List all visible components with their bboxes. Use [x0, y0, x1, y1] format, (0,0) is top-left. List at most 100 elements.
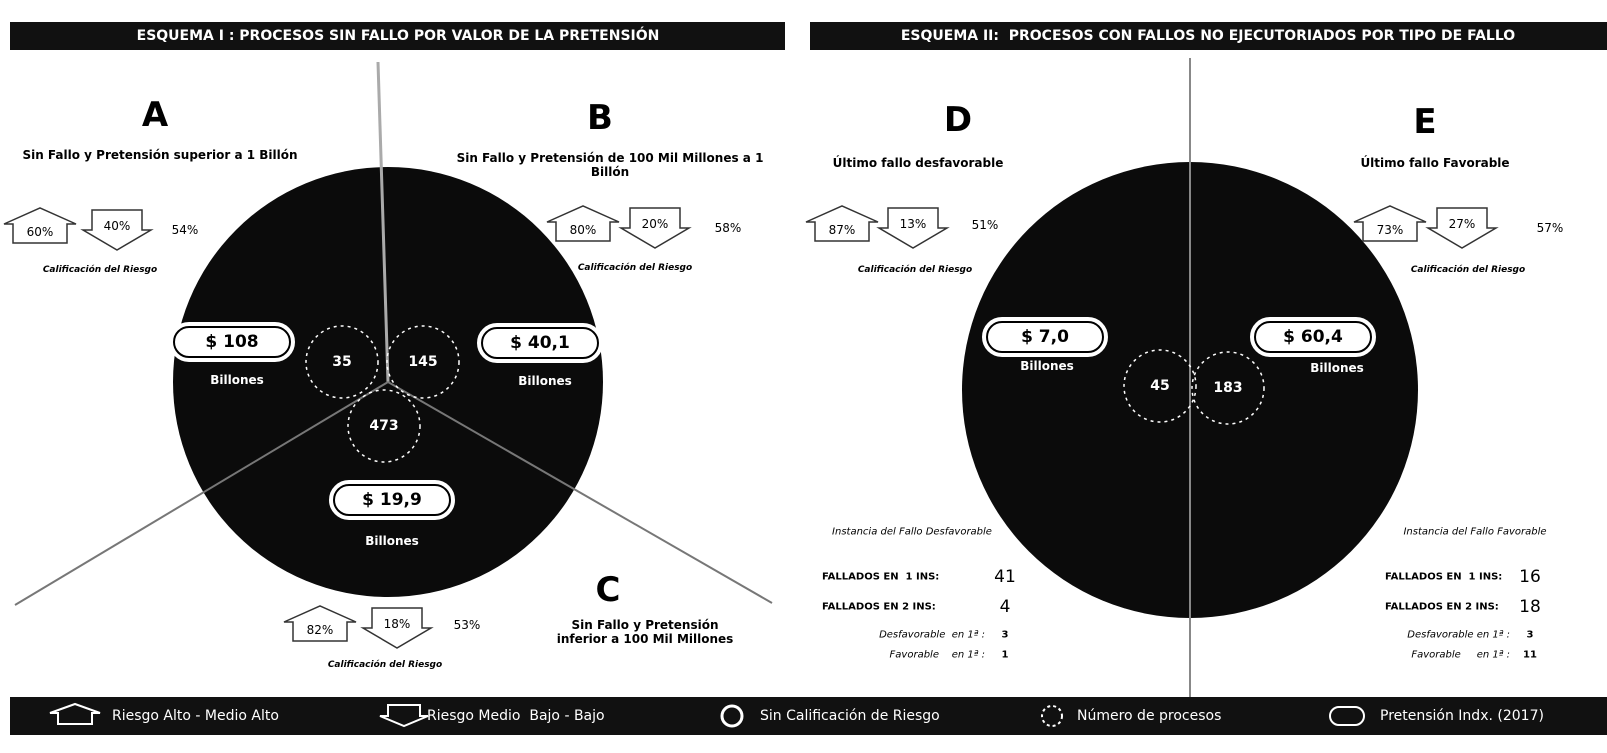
instance-label: Desfavorable en 1ª :: [879, 629, 985, 641]
amount-unit: Billones: [365, 534, 419, 548]
risk-down-arrow: [80, 209, 154, 251]
risk-up-arrow: [546, 205, 620, 242]
section-letter: B: [587, 98, 613, 138]
legend-bar: [10, 697, 1607, 735]
risk-down-arrow: [360, 607, 434, 649]
risk-caption: Calificación del Riesgo: [857, 265, 973, 275]
legend-icon-down: [379, 704, 429, 728]
risk-high: 82%: [306, 623, 334, 637]
instance-label: Favorable en 1ª :: [1411, 649, 1510, 661]
amount-pill-inner: [333, 484, 451, 516]
instance-label: Favorable en 1ª :: [889, 649, 985, 661]
risk-low: 13%: [899, 217, 927, 231]
section-description: Último fallo desfavorable: [832, 156, 1004, 170]
amount-unit: Billones: [1020, 359, 1074, 373]
section-letter: A: [141, 95, 169, 135]
count-circle: [305, 325, 379, 399]
risk-total: 51%: [971, 218, 999, 232]
header-bar: [10, 22, 785, 50]
legend-label: Pretensión Indx. (2017): [1380, 708, 1544, 724]
section-description: Sin Fallo y Pretensión de 100 Mil Millon…: [456, 151, 764, 179]
amount-pill: [329, 480, 455, 520]
risk-high: 73%: [1376, 223, 1404, 237]
section-letter: D: [943, 100, 973, 140]
process-count: 45: [1150, 378, 1170, 394]
instance-value: 16: [1519, 567, 1541, 587]
divider: [376, 61, 390, 383]
instance-label: FALLADOS EN 1 INS:: [1385, 571, 1503, 583]
process-count: 145: [408, 354, 438, 370]
legend-icon-circle: [720, 704, 744, 728]
risk-total: 58%: [714, 221, 742, 235]
risk-low: 18%: [383, 617, 411, 631]
instance-value: 41: [994, 567, 1016, 587]
amount-pill: [982, 317, 1108, 357]
instance-label: Desfavorable en 1ª :: [1407, 629, 1510, 641]
amount-unit: Billones: [210, 373, 264, 387]
risk-caption: Calificación del Riesgo: [1410, 265, 1526, 275]
instance-value: 4: [999, 597, 1011, 617]
legend-icon-pill: [1329, 706, 1365, 726]
instance-label: FALLADOS EN 1 INS:: [822, 571, 940, 583]
amount-unit: Billones: [518, 374, 572, 388]
amount-pill-inner: [986, 321, 1104, 353]
legend-icon-up: [49, 702, 101, 725]
count-circle: [1123, 349, 1197, 423]
amount: $ 60,4: [1283, 327, 1343, 347]
risk-high: 60%: [26, 225, 54, 239]
instance-value: 3: [1526, 629, 1534, 641]
risk-up-arrow: [1353, 205, 1427, 242]
count-circle: [1191, 351, 1265, 425]
process-count: 35: [332, 354, 352, 370]
count-circle: [347, 389, 421, 463]
risk-high: 80%: [569, 223, 597, 237]
risk-down-arrow: [1425, 207, 1499, 249]
legend-icon-dashed: [1041, 705, 1063, 727]
instance-value: 11: [1523, 649, 1537, 661]
risk-caption: Calificación del Riesgo: [42, 265, 158, 275]
amount-pill: [169, 322, 295, 362]
amount: $ 40,1: [510, 333, 570, 353]
instance-title: Instancia del Fallo Favorable: [1403, 526, 1547, 538]
section-description: Último fallo Favorable: [1360, 156, 1510, 170]
instance-label: FALLADOS EN 2 INS:: [822, 601, 936, 613]
header-title: ESQUEMA I : PROCESOS SIN FALLO POR VALOR…: [136, 28, 660, 44]
count-circle: [386, 325, 460, 399]
amount: $ 7,0: [1021, 327, 1069, 347]
amount-pill-inner: [1254, 321, 1372, 353]
header-bar: [810, 22, 1607, 50]
instance-label: FALLADOS EN 2 INS:: [1385, 601, 1499, 613]
legend-label: Sin Calificación de Riesgo: [760, 708, 940, 724]
legend-label: Número de procesos: [1077, 708, 1222, 724]
process-count: 183: [1213, 380, 1243, 396]
amount-pill-inner: [173, 326, 291, 358]
legend-label: Riesgo Medio Bajo - Bajo: [427, 708, 605, 724]
header-title: ESQUEMA II: PROCESOS CON FALLOS NO EJECU…: [900, 28, 1516, 44]
risk-low: 40%: [103, 219, 131, 233]
instance-value: 1: [1001, 649, 1009, 661]
amount: $ 108: [205, 332, 259, 352]
process-count: 473: [369, 418, 399, 434]
amount: $ 19,9: [362, 490, 422, 510]
risk-total: 54%: [171, 223, 199, 237]
risk-caption: Calificación del Riesgo: [327, 660, 443, 670]
risk-down-arrow: [876, 207, 950, 249]
risk-total: 53%: [453, 618, 481, 632]
section-letter: C: [595, 570, 621, 610]
risk-high: 87%: [828, 223, 856, 237]
instance-value: 18: [1519, 597, 1541, 617]
risk-up-arrow: [3, 207, 77, 244]
section-letter: E: [1413, 102, 1437, 142]
legend-label: Riesgo Alto - Medio Alto: [112, 708, 279, 724]
risk-caption: Calificación del Riesgo: [577, 263, 693, 273]
section-description: Sin Fallo y Pretensión inferior a 100 Mi…: [556, 618, 734, 646]
divider: [14, 381, 389, 606]
instance-title: Instancia del Fallo Desfavorable: [832, 526, 992, 538]
amount-pill-inner: [481, 327, 599, 359]
section-description: Sin Fallo y Pretensión superior a 1 Bill…: [22, 148, 298, 162]
amount-unit: Billones: [1310, 361, 1364, 375]
divider: [387, 381, 773, 604]
risk-up-arrow: [805, 205, 879, 242]
